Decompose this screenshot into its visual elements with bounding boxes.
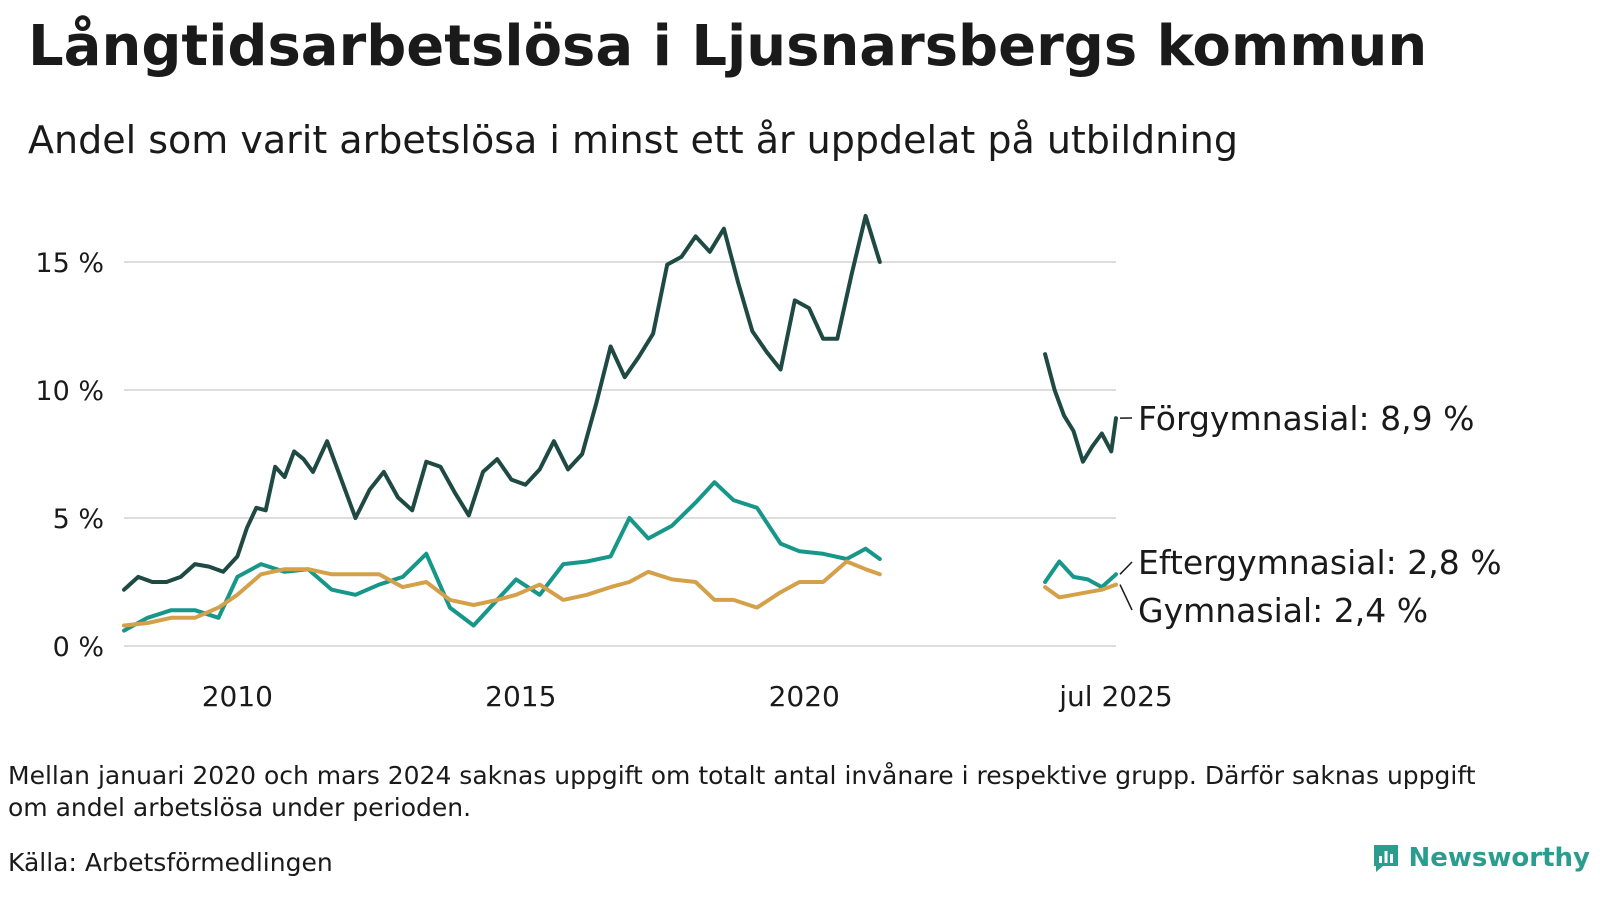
series-line-förgymnasial (122, 213, 882, 592)
y-tick-label: 10 % (35, 376, 104, 407)
series-line-eftergymnasial (1043, 559, 1118, 590)
label-leader-line (1119, 561, 1133, 575)
label-leader-line (1119, 584, 1133, 611)
y-tick-label: 15 % (35, 248, 104, 279)
y-tick-label: 5 % (53, 504, 104, 535)
x-tick-label: 2020 (769, 680, 840, 713)
newsworthy-icon (1373, 845, 1398, 872)
series-line-gymnasial (1043, 582, 1118, 600)
series-end-label: Eftergymnasial: 2,8 % (1138, 543, 1502, 582)
y-tick-label: 0 % (53, 632, 104, 663)
series-end-label: Gymnasial: 2,4 % (1138, 591, 1428, 630)
chart-title: Långtidsarbetslösa i Ljusnarsbergs kommu… (28, 14, 1428, 79)
brand-name: Newsworthy (1408, 843, 1590, 873)
footnote: Mellan januari 2020 och mars 2024 saknas… (8, 761, 1476, 822)
series-line-gymnasial (122, 559, 882, 628)
brand-logo: Newsworthy (1371, 842, 1590, 874)
x-tick-label: 2015 (485, 680, 556, 713)
line-chart: 0 % 5 % 10 % 15 % 2010 2015 2020 jul 2025 Förgym… (35, 213, 1502, 713)
x-tick-label: jul 2025 (1058, 680, 1172, 713)
series-line-förgymnasial (1043, 352, 1118, 464)
chart-subtitle: Andel som varit arbetslösa i minst ett å… (28, 118, 1239, 162)
series-end-label: Förgymnasial: 8,9 % (1138, 399, 1474, 438)
source-text: Källa: Arbetsförmedlingen (8, 848, 333, 877)
series-line-eftergymnasial (122, 480, 882, 633)
x-tick-label: 2010 (202, 680, 273, 713)
